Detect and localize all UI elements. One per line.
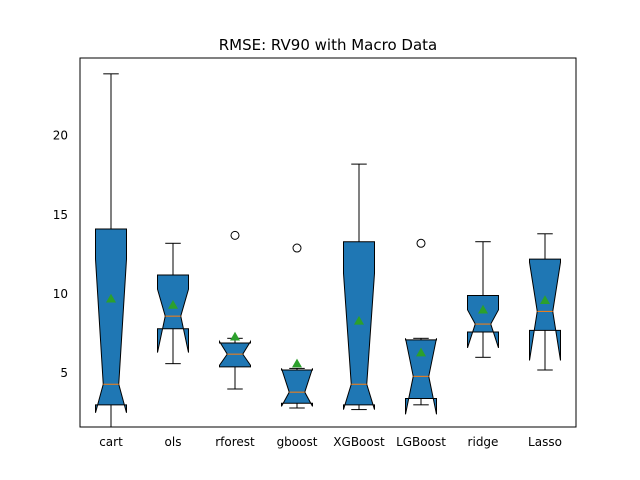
x-tick-label: ridge <box>468 435 499 449</box>
chart-title: RMSE: RV90 with Macro Data <box>219 36 437 54</box>
box-Lasso <box>529 258 561 361</box>
mean-marker <box>168 300 178 309</box>
box-group-gboost <box>281 243 313 409</box>
mean-marker <box>416 347 426 357</box>
box-cart <box>95 228 127 413</box>
box-XGBoost <box>343 241 375 410</box>
box-group-XGBoost <box>343 163 375 411</box>
box-group-ridge <box>467 241 499 358</box>
boxes-layer <box>95 73 561 427</box>
box-group-Lasso <box>529 233 561 371</box>
x-tick-label: XGBoost <box>333 435 385 449</box>
x-tick-label: ols <box>165 435 182 449</box>
x-tick-label: cart <box>99 435 123 449</box>
box-group-cart <box>95 73 127 427</box>
box-group-LGBoost <box>405 238 437 415</box>
y-axis: 5 10 15 20 <box>53 129 68 381</box>
box-ols <box>157 274 189 353</box>
box-gboost <box>281 368 313 407</box>
mean-marker <box>354 315 364 325</box>
plot-frame <box>79 57 577 428</box>
mean-marker <box>106 293 116 303</box>
box-group-ols <box>157 242 189 365</box>
box-group-rforest <box>219 230 251 390</box>
mean-marker <box>478 304 488 314</box>
x-axis: cart ols rforest gboost XGBoost LGBoost ridge L… <box>99 435 562 449</box>
box-ridge <box>467 295 499 348</box>
x-tick-label: LGBoost <box>396 435 446 449</box>
y-tick-label: 20 <box>53 129 68 143</box>
y-tick-label: 15 <box>53 208 68 222</box>
x-tick-label: Lasso <box>528 435 562 449</box>
mean-marker <box>540 295 550 305</box>
mean-marker <box>230 331 240 341</box>
outlier-point <box>230 230 240 240</box>
y-tick-label: 10 <box>53 287 68 301</box>
x-tick-label: gboost <box>277 435 318 449</box>
mean-marker <box>292 358 302 368</box>
y-tick-label: 5 <box>60 366 68 380</box>
outlier-point <box>292 243 302 253</box>
x-tick-label: rforest <box>215 435 255 449</box>
outlier-point <box>416 238 426 248</box>
